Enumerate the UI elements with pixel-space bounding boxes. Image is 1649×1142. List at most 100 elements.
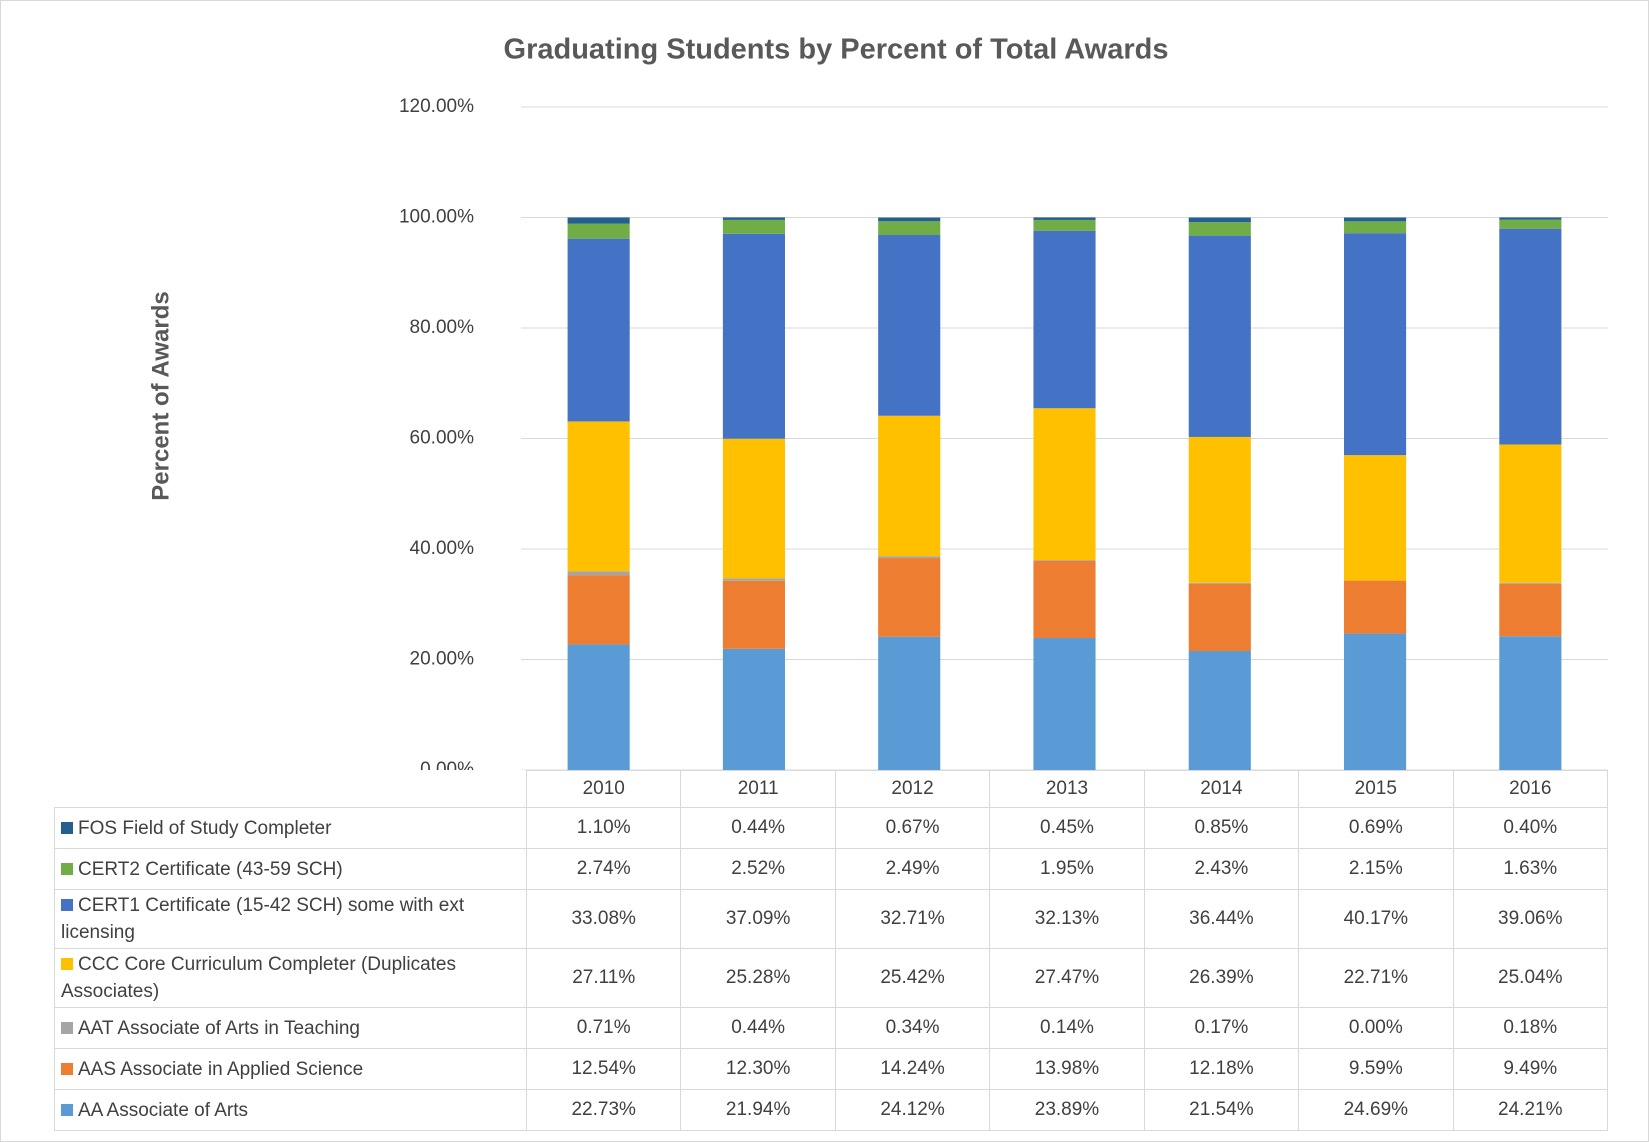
data-label: 24.21% [1452, 1089, 1609, 1131]
bar-segment [567, 217, 630, 224]
data-label: 22.73% [525, 1089, 682, 1131]
chart-title: Graduating Students by Percent of Total … [504, 34, 1169, 66]
legend-label: CCC Core Curriculum Completer (Duplicate… [61, 954, 456, 1002]
y-tick-label: 120.00% [399, 96, 474, 117]
legend-swatch [61, 958, 73, 970]
bar-segment [567, 421, 630, 572]
data-label: 21.54% [1143, 1089, 1300, 1131]
legend-cell: AA Associate of Arts [54, 1089, 527, 1131]
legend-swatch [61, 1021, 73, 1034]
data-label: 37.09% [680, 889, 836, 949]
legend-label: AAS Associate in Applied Science [78, 1058, 364, 1080]
data-label: 2.74% [525, 848, 682, 890]
bar-segment [1344, 221, 1407, 234]
data-label: 2.49% [834, 848, 991, 890]
bar-segment [878, 217, 941, 222]
data-label: 0.40% [1452, 807, 1609, 849]
x-tick-label: 2010 [525, 770, 682, 808]
legend-swatch [61, 821, 73, 834]
table-row: AAS Associate in Applied Science 12.54% 12… [54, 1048, 1609, 1090]
y-tick-label: 100.00% [399, 207, 474, 228]
legend-cell: CERT2 Certificate (43-59 SCH) [54, 848, 527, 890]
data-label: 25.04% [1452, 948, 1609, 1008]
bar-segment [878, 415, 941, 557]
y-tick-label: 80.00% [410, 317, 475, 338]
bar-segment [1499, 444, 1562, 583]
legend-cell: FOS Field of Study Completer [54, 807, 527, 849]
bar-segment [722, 219, 785, 234]
bar-segment [1188, 235, 1251, 437]
data-label: 14.24% [834, 1048, 991, 1090]
data-label: 36.44% [1143, 889, 1300, 949]
bar-segment [722, 217, 785, 220]
bar-segment [1188, 583, 1251, 651]
table-row: AA Associate of Arts 22.73% 21.94% 24.12% 23… [54, 1089, 1609, 1131]
y-tick-label: 20.00% [410, 649, 475, 670]
x-tick-label: 2012 [834, 770, 991, 808]
bar-segment [1188, 650, 1251, 770]
bar-segment [1344, 217, 1407, 222]
data-label: 13.98% [989, 1048, 1145, 1090]
data-label: 23.89% [989, 1089, 1145, 1131]
data-label: 1.95% [989, 848, 1145, 890]
bar-segment [1033, 217, 1096, 220]
data-label: 0.44% [680, 1007, 836, 1049]
data-label: 12.30% [680, 1048, 836, 1090]
bar-segment [722, 438, 785, 579]
data-label: 0.69% [1298, 807, 1454, 849]
data-label: 0.85% [1143, 807, 1300, 849]
legend-label: AA Associate of Arts [78, 1099, 249, 1121]
data-label: 1.63% [1452, 848, 1609, 890]
bar-segment [567, 223, 630, 239]
bar-segment [722, 578, 785, 581]
data-label: 0.18% [1452, 1007, 1609, 1049]
data-label: 21.94% [680, 1089, 836, 1131]
legend-label: FOS Field of Study Completer [78, 817, 332, 839]
bar-segment [1499, 228, 1562, 445]
x-tick-label: 2013 [989, 770, 1145, 808]
data-label: 0.45% [989, 807, 1145, 849]
y-axis-label: Percent of Awards [147, 291, 174, 500]
bar-segment [1344, 580, 1407, 634]
bar-segment [1499, 582, 1562, 584]
bar-segment [722, 648, 785, 770]
bar-segment [1344, 233, 1407, 456]
y-tick-label: 40.00% [410, 538, 475, 559]
bar-segment [1188, 222, 1251, 236]
legend-cell: CERT1 Certificate (15-42 SCH) some with … [54, 889, 527, 949]
bar-segment [878, 221, 941, 236]
bar-segment [1499, 217, 1562, 220]
legend-swatch [61, 1103, 73, 1116]
data-label: 0.44% [680, 807, 836, 849]
data-label: 0.14% [989, 1007, 1145, 1049]
data-label: 0.34% [834, 1007, 991, 1049]
data-label: 2.15% [1298, 848, 1454, 890]
table-row: AAT Associate of Arts in Teaching 0.71% 0.… [54, 1007, 1609, 1049]
legend-label: CERT1 Certificate (15-42 SCH) some with … [61, 895, 465, 943]
bar-segment [1188, 582, 1251, 584]
data-label: 27.11% [525, 948, 682, 1008]
data-label: 12.18% [1143, 1048, 1300, 1090]
bar-segment [1499, 636, 1562, 770]
data-label: 0.17% [1143, 1007, 1300, 1049]
header-row: 2010 2011 2012 2013 2014 2015 2016 [55, 770, 1609, 808]
bar-segment [1344, 455, 1407, 581]
data-label: 24.69% [1298, 1089, 1454, 1131]
legend-swatch [61, 899, 73, 911]
bar-segment [1033, 408, 1096, 560]
data-label: 26.39% [1143, 948, 1300, 1008]
bar-segment [1188, 217, 1251, 223]
legend-label: CERT2 Certificate (43-59 SCH) [78, 858, 343, 880]
bar-segment [878, 235, 941, 416]
data-table: 2010 2011 2012 2013 2014 2015 2016 FOS Field of… [54, 770, 1609, 1131]
table-row: FOS Field of Study Completer 1.10% 0.44% 0.… [54, 807, 1609, 849]
bar-segment [1033, 560, 1096, 639]
table-row: CCC Core Curriculum Completer (Duplicate… [54, 948, 1609, 1008]
data-label: 9.59% [1298, 1048, 1454, 1090]
data-label: 32.13% [989, 889, 1145, 949]
data-label: 2.43% [1143, 848, 1300, 890]
bar-segment [1499, 583, 1562, 637]
bar-segment [1033, 219, 1096, 231]
x-tick-label: 2011 [680, 770, 836, 808]
bar-segment [567, 238, 630, 422]
